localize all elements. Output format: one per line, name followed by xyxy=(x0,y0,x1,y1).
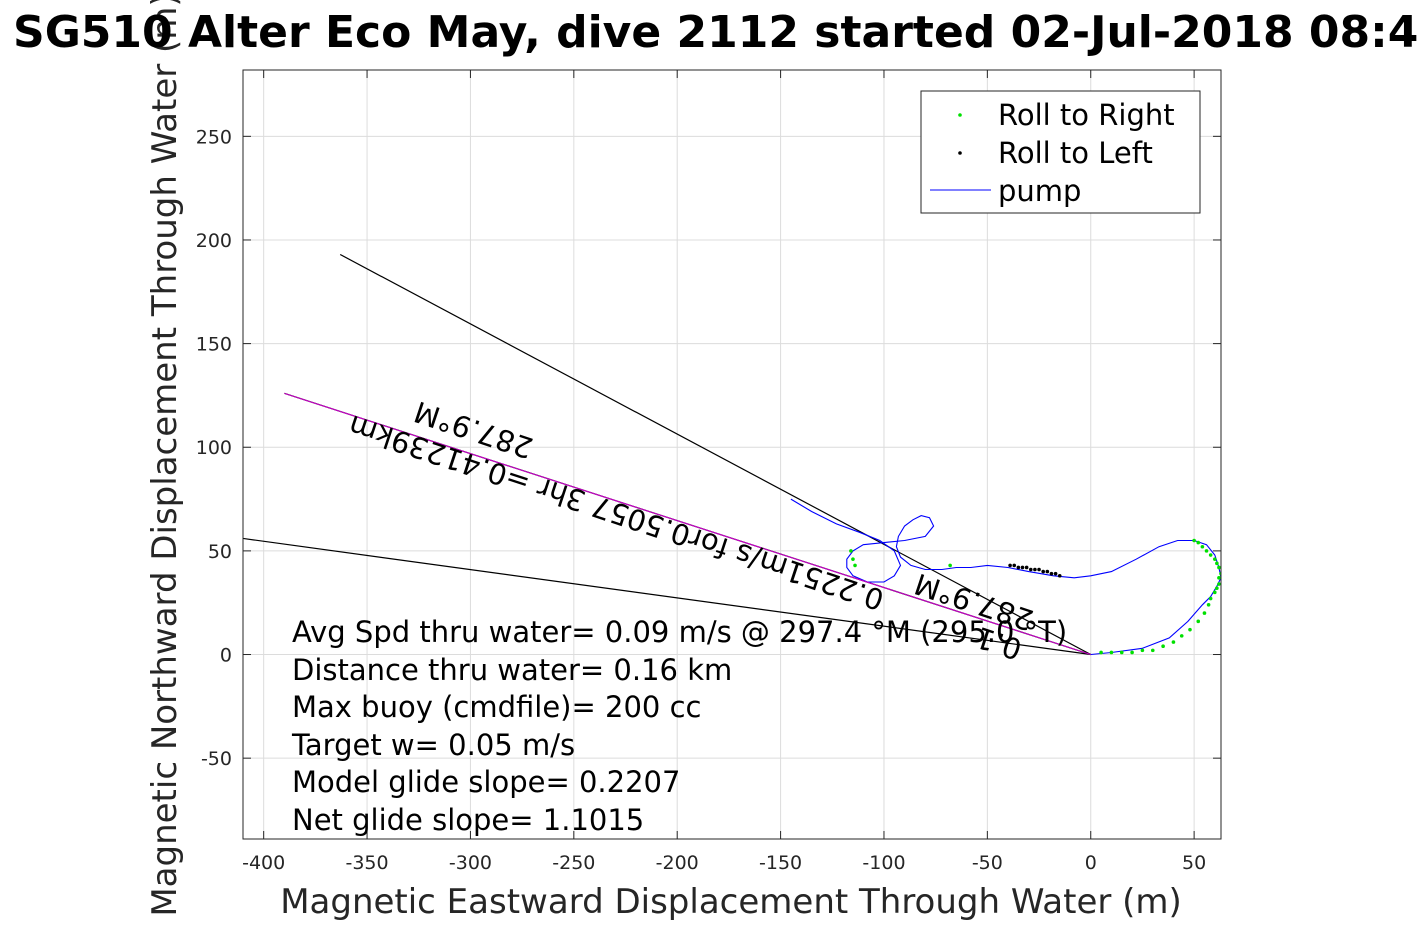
roll-left-point xyxy=(1037,567,1041,572)
roll-right-point xyxy=(1161,644,1165,649)
roll-right-point xyxy=(1196,619,1201,624)
roll-right-point xyxy=(1215,586,1219,590)
roll-right-point xyxy=(1204,549,1209,553)
roll-left-point xyxy=(1057,573,1062,578)
heading-line xyxy=(284,392,1091,656)
x-tick-label: -400 xyxy=(242,852,285,874)
reference-line xyxy=(339,253,1092,656)
roll-right-point xyxy=(1200,544,1205,549)
roll-left-point xyxy=(1041,569,1045,574)
roll-right-point xyxy=(849,549,853,553)
legend-label-roll-right: Roll to Right xyxy=(998,98,1175,132)
heading-annotation: 0.2251m/s for0.5057 3hr =0.41239km xyxy=(344,408,888,617)
legend-marker-roll-left xyxy=(958,151,962,155)
roll-left-point xyxy=(1033,567,1037,572)
roll-left-point xyxy=(1028,567,1033,572)
y-tick-label: 50 xyxy=(208,541,232,563)
roll-right-point xyxy=(1099,650,1103,655)
y-tick-label: -50 xyxy=(201,748,232,770)
roll-right-point xyxy=(1217,582,1221,586)
roll-right-point xyxy=(1217,576,1221,580)
series-layer xyxy=(243,253,1221,656)
roll-left-point xyxy=(1045,569,1050,574)
roll-right-point xyxy=(1179,634,1184,638)
roll-right-point xyxy=(1196,540,1201,545)
x-tick-label: -250 xyxy=(552,852,595,874)
stats-line-max-buoy: Max buoy (cmdfile)= 200 cc xyxy=(292,690,701,724)
roll-right-point xyxy=(1212,557,1217,561)
x-tick-label: 0 xyxy=(1085,852,1097,874)
roll-right-point xyxy=(1109,650,1114,655)
x-tick-label: -100 xyxy=(862,852,905,874)
y-tick-label: 150 xyxy=(196,334,232,356)
plot-area-frame xyxy=(242,69,1222,840)
legend-marker-roll-right xyxy=(958,113,962,117)
x-tick-label: -150 xyxy=(759,852,802,874)
roll-left-point xyxy=(1008,563,1012,568)
legend-label-roll-left: Roll to Left xyxy=(998,136,1153,170)
roll-right-point xyxy=(1188,627,1192,632)
legend-box xyxy=(920,90,1201,214)
roll-right-point xyxy=(1208,553,1213,557)
roll-left-point xyxy=(1024,565,1029,570)
y-tick-label: 250 xyxy=(196,126,232,148)
roll-left-point xyxy=(1053,571,1058,576)
y-axis-label: Magnetic Northward Displacement Through … xyxy=(145,0,185,917)
roll-right-point xyxy=(1215,561,1219,566)
y-tick-label: 0 xyxy=(220,645,232,667)
stats-line-distance: Distance thru water= 0.16 km xyxy=(292,653,732,687)
roll-right-point xyxy=(1217,565,1221,570)
x-tick-label: -350 xyxy=(345,852,388,874)
y-tick-label: 100 xyxy=(196,437,232,459)
roll-right-point xyxy=(853,563,857,568)
roll-left-point xyxy=(1020,565,1025,570)
roll-right-point xyxy=(1192,538,1196,543)
roll-left-point xyxy=(1012,563,1017,568)
x-tick-label: 50 xyxy=(1182,852,1206,874)
roll-right-point xyxy=(1119,650,1124,655)
roll-right-point xyxy=(948,563,952,568)
stats-line-model-glide: Model glide slope= 0.2207 xyxy=(292,765,680,799)
tick-layer: -400 -350 -300 -250 -200 -150 -100 -50 0 50 -50 0 50… xyxy=(196,70,1221,874)
roll-right-point xyxy=(851,557,855,561)
x-tick-label: -200 xyxy=(656,852,699,874)
chart-title: SG510 Alter Eco May, dive 2112 started 0… xyxy=(13,7,1417,58)
x-tick-label: -50 xyxy=(972,852,1003,874)
roll-right-point xyxy=(1208,596,1213,601)
reference-line xyxy=(243,537,1091,656)
stats-line-avg-speed: Avg Spd thru water= 0.09 m/s @ 297.4 °M … xyxy=(292,615,1067,649)
y-tick-label: 200 xyxy=(196,230,232,252)
roll-right-point xyxy=(1202,611,1207,615)
x-axis-label: Magnetic Eastward Displacement Through W… xyxy=(280,882,1182,922)
roll-right-point xyxy=(1212,590,1217,595)
roll-right-point xyxy=(1130,650,1134,655)
roll-left-point xyxy=(1016,565,1021,570)
roll-right-point xyxy=(1206,602,1211,607)
legend: Roll to Right Roll to Left pump xyxy=(920,90,1201,214)
roll-left-point xyxy=(1049,571,1054,576)
stats-block: Avg Spd thru water= 0.09 m/s @ 297.4 °M … xyxy=(291,615,1067,837)
roll-right-point xyxy=(1171,640,1176,644)
grid xyxy=(243,70,1221,839)
legend-label-pump: pump xyxy=(998,174,1081,208)
roll-right-point xyxy=(1140,648,1145,653)
stats-line-net-glide: Net glide slope= 1.1015 xyxy=(292,803,644,837)
stats-line-target-w: Target w= 0.05 m/s xyxy=(291,728,575,762)
roll-right-point xyxy=(1150,648,1155,653)
x-tick-label: -300 xyxy=(449,852,492,874)
